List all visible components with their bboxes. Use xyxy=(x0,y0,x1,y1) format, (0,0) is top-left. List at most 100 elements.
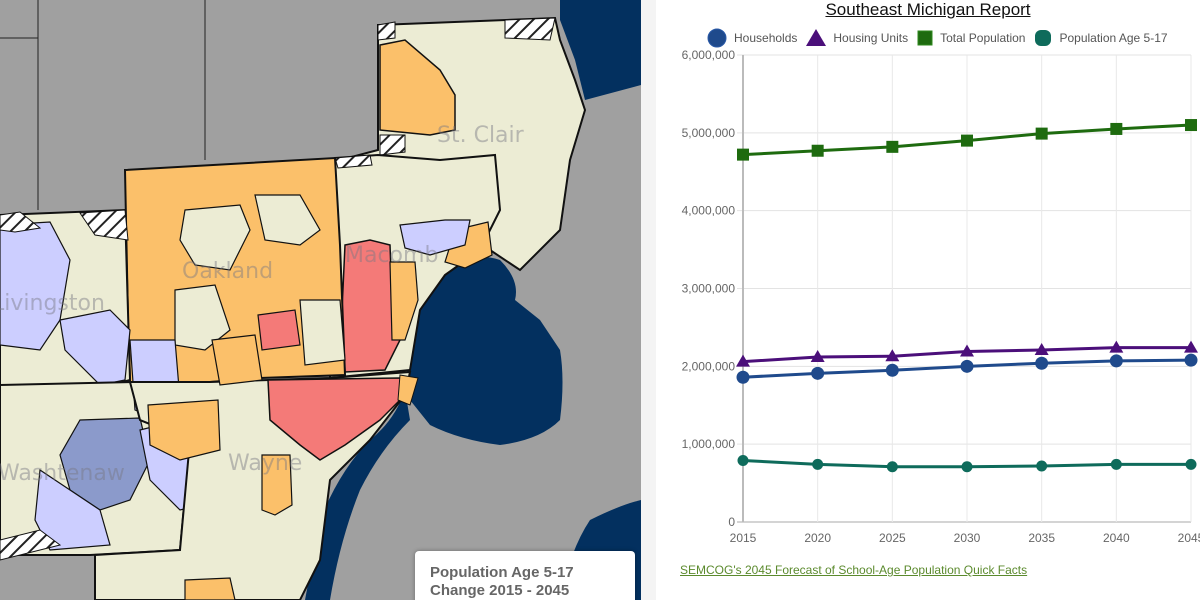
x-tick-label: 2035 xyxy=(1028,531,1055,545)
map-canvas[interactable]: Livingston Oakland Macomb St. Clair Wash… xyxy=(0,0,641,600)
hatched-area-st-clair-south xyxy=(379,134,406,156)
county-border-line xyxy=(0,0,206,210)
line-chart[interactable]: 0 1,000,000 2,000,000 3,000,000 4,000,000 5,0… xyxy=(656,40,1200,560)
region-st-clair-orange[interactable] xyxy=(379,39,456,136)
legend-item-total-population[interactable]: Total Population xyxy=(916,29,1025,47)
rounded-square-icon xyxy=(1035,30,1052,46)
hatched-area-washtenaw xyxy=(0,529,62,561)
hatched-area-macomb-north xyxy=(334,154,373,169)
data-point-housing-units[interactable] xyxy=(736,354,750,367)
county-label-st-clair: St. Clair xyxy=(437,123,525,148)
legend-label: Population Age 5-17 xyxy=(1059,31,1168,45)
data-point-total-population[interactable] xyxy=(737,148,749,161)
x-tick-label: 2015 xyxy=(730,531,757,545)
hatched-area-livingston xyxy=(0,211,42,233)
data-point-households[interactable] xyxy=(960,359,974,373)
data-point-population-age-5-17[interactable] xyxy=(812,458,824,470)
region-wayne-orange-4[interactable] xyxy=(184,577,236,600)
legend-item-housing-units[interactable]: Housing Units xyxy=(805,27,908,49)
x-tick-label: 2045 xyxy=(1178,531,1200,545)
county-label-wayne: Wayne xyxy=(228,451,302,476)
x-tick-label: 2020 xyxy=(804,531,831,545)
data-point-total-population[interactable] xyxy=(1185,119,1197,132)
report-panel: Southeast Michigan Report Households Hou… xyxy=(656,0,1200,600)
panel-divider[interactable] xyxy=(641,0,656,600)
water-lake-st-clair xyxy=(406,256,563,445)
legend-label: Total Population xyxy=(940,31,1026,45)
choropleth-map[interactable]: Livingston Oakland Macomb St. Clair Wash… xyxy=(0,0,641,600)
data-point-total-population[interactable] xyxy=(1110,122,1123,135)
data-point-population-age-5-17[interactable] xyxy=(737,455,749,467)
triangle-icon xyxy=(806,29,827,46)
region-wayne-orange-5[interactable] xyxy=(397,374,419,406)
region-macomb-lavender[interactable] xyxy=(399,219,471,256)
county-label-washtenaw: Washtenaw xyxy=(0,461,125,486)
region-wayne-orange-3[interactable] xyxy=(261,454,293,516)
region-wayne-orange[interactable] xyxy=(147,399,221,461)
hatched-area-north xyxy=(377,21,396,41)
data-point-total-population[interactable] xyxy=(961,134,973,147)
data-point-total-population[interactable] xyxy=(1035,127,1048,140)
data-point-housing-units[interactable] xyxy=(810,349,825,362)
y-tick-label: 0 xyxy=(728,515,735,529)
region-washtenaw-dark-blue[interactable] xyxy=(59,417,151,511)
x-tick-label: 2030 xyxy=(954,531,981,545)
data-point-population-age-5-17[interactable] xyxy=(1110,458,1122,470)
data-point-households[interactable] xyxy=(811,366,825,380)
data-point-housing-units[interactable] xyxy=(1109,340,1124,353)
report-title[interactable]: Southeast Michigan Report xyxy=(825,0,1031,19)
hatched-area-north-east xyxy=(504,17,556,41)
x-tick-label: 2025 xyxy=(879,531,906,545)
y-tick-label: 6,000,000 xyxy=(682,48,736,62)
data-point-households[interactable] xyxy=(736,370,750,384)
legend-label: Housing Units xyxy=(833,31,909,45)
chart-axes: 0 1,000,000 2,000,000 3,000,000 4,000,000 5,0… xyxy=(682,48,1200,545)
data-point-households[interactable] xyxy=(1184,353,1198,367)
data-point-households[interactable] xyxy=(1109,354,1123,368)
data-point-households[interactable] xyxy=(1035,356,1049,370)
data-point-housing-units[interactable] xyxy=(960,344,974,357)
x-tick-label: 2040 xyxy=(1103,531,1130,545)
legend-item-households[interactable]: Households xyxy=(706,27,797,49)
y-tick-label: 3,000,000 xyxy=(682,282,736,296)
y-tick-label: 1,000,000 xyxy=(682,437,736,451)
hatched-area-livingston-2 xyxy=(79,209,129,241)
legend-label: Households xyxy=(734,31,798,45)
region-washtenaw-lavender[interactable] xyxy=(34,468,111,551)
water-lake-huron xyxy=(560,0,641,100)
y-tick-label: 2,000,000 xyxy=(682,359,736,373)
y-tick-label: 4,000,000 xyxy=(682,204,736,218)
square-icon xyxy=(917,30,933,46)
region-wayne-orange-2[interactable] xyxy=(211,334,263,386)
chart-legend: Households Housing Units Total Populatio… xyxy=(706,28,1176,48)
map-legend-panel: Population Age 5-17 Change 2015 - 2045 xyxy=(415,551,635,600)
data-point-population-age-5-17[interactable] xyxy=(1185,458,1197,470)
data-point-population-age-5-17[interactable] xyxy=(1036,460,1048,472)
data-point-total-population[interactable] xyxy=(811,144,824,157)
region-oakland-beige-2[interactable] xyxy=(254,194,321,246)
data-point-housing-units[interactable] xyxy=(1184,340,1198,353)
data-point-housing-units[interactable] xyxy=(885,349,900,362)
legend-item-population-age-5-17[interactable]: Population Age 5-17 xyxy=(1033,28,1168,48)
data-point-population-age-5-17[interactable] xyxy=(886,461,898,473)
region-oakland-red[interactable] xyxy=(257,309,301,351)
map-legend-title: Population Age 5-17 Change 2015 - 2045 xyxy=(430,564,574,600)
data-point-population-age-5-17[interactable] xyxy=(961,461,973,473)
data-point-total-population[interactable] xyxy=(886,140,899,153)
region-oakland-beige-1[interactable] xyxy=(179,204,251,271)
chart-grid xyxy=(737,54,1192,523)
map-legend-title-line2: Change 2015 - 2045 xyxy=(430,582,570,599)
region-macomb-orange[interactable] xyxy=(389,261,419,341)
data-point-housing-units[interactable] xyxy=(1034,342,1049,355)
county-label-livingston: Livingston xyxy=(0,291,105,316)
quick-facts-link[interactable]: SEMCOG's 2045 Forecast of School-Age Pop… xyxy=(680,563,1028,577)
county-label-oakland: Oakland xyxy=(182,259,273,284)
water-detroit-river xyxy=(305,390,410,600)
region-oakland-beige-4[interactable] xyxy=(299,299,346,366)
circle-icon xyxy=(707,28,727,48)
data-point-households[interactable] xyxy=(885,363,899,377)
county-label-macomb: Macomb xyxy=(345,243,438,268)
chart-series xyxy=(736,119,1198,473)
y-tick-label: 5,000,000 xyxy=(682,126,736,140)
region-livingston-lavender-2[interactable] xyxy=(59,309,131,386)
